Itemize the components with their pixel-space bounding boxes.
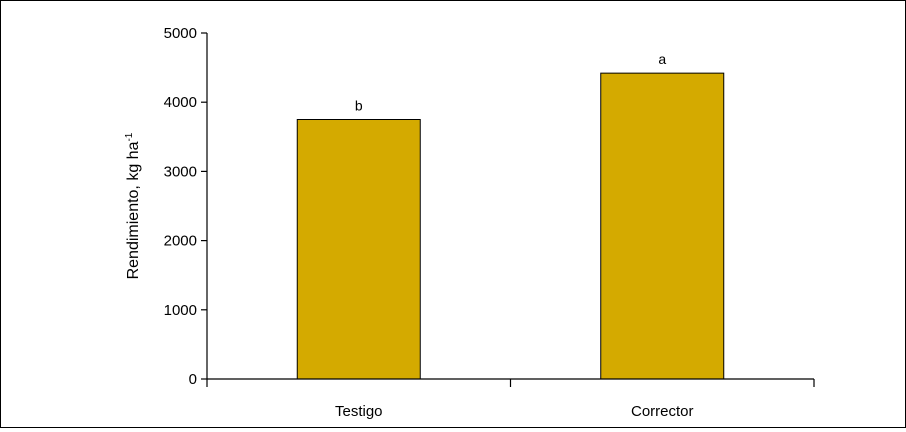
y-axis-title-superscript: -1 — [124, 132, 135, 141]
y-tick-label: 2000 — [164, 233, 197, 250]
y-tick-label: 5000 — [164, 25, 197, 42]
bar-testigo — [296, 119, 421, 380]
bar-corrector — [600, 72, 725, 380]
data-labels: ba — [355, 51, 667, 113]
x-axis-ticks: Testigo Corrector — [206, 379, 815, 420]
data-label-testigo: b — [355, 98, 363, 114]
y-tick-label: 3000 — [164, 163, 197, 180]
y-tick-label: 1000 — [164, 302, 197, 319]
y-tick-label: 0 — [189, 371, 197, 388]
x-tick-label-testigo: Testigo — [335, 403, 383, 420]
y-axis-ticks: 0 1000 2000 3000 4000 5000 — [164, 25, 207, 388]
y-axis-title-text: Rendimiento, kg ha — [125, 141, 142, 279]
y-axis-title: Rendimiento, kg ha-1 — [124, 132, 142, 279]
bars — [296, 72, 725, 380]
data-label-corrector: a — [658, 51, 666, 67]
x-tick-label-corrector: Corrector — [631, 403, 694, 420]
y-tick-label: 4000 — [164, 94, 197, 111]
